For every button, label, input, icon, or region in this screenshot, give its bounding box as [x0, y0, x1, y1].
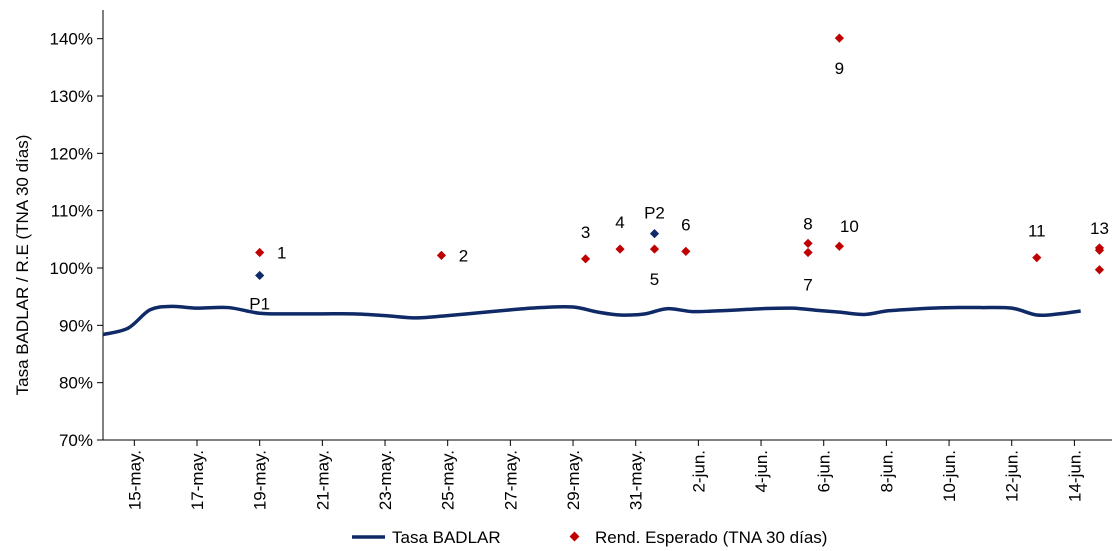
rend-point	[436, 250, 447, 260]
x-tick-label: 25-may.	[439, 450, 458, 510]
point-label: 10	[840, 217, 859, 236]
y-tick-label: 130%	[50, 87, 93, 106]
rend-point	[803, 247, 813, 258]
y-tick-label: 90%	[59, 316, 93, 335]
rend-point	[803, 238, 813, 248]
y-tick-label: 120%	[50, 144, 93, 163]
rend-point	[255, 247, 265, 258]
point-label: 11	[1028, 222, 1046, 241]
x-tick-label: 6-jun.	[815, 450, 834, 493]
line-tasa-badlar	[102, 304, 1081, 337]
point-label: 6	[681, 215, 690, 234]
x-tick-label: 23-may.	[376, 450, 395, 510]
rend-point	[834, 33, 844, 43]
y-axis-ticks: 70% 80% 90% 100% 110% 120% 130% 140%	[50, 30, 103, 450]
axes	[102, 10, 1112, 441]
rend-point	[580, 254, 591, 264]
point-label: 9	[835, 59, 844, 78]
rend-point	[615, 244, 625, 254]
series-rend-esperado	[255, 33, 1105, 275]
y-axis-label: Tasa BADLAR / R.E (TNA 30 días)	[13, 135, 32, 396]
x-tick-label: 27-may.	[501, 450, 520, 510]
x-tick-label: 29-may.	[564, 450, 583, 510]
point-label: 1	[277, 244, 286, 263]
legend-diamond-swatch	[569, 531, 580, 542]
y-tick-label: 70%	[59, 431, 93, 450]
rend-point	[1032, 253, 1042, 263]
rend-point	[681, 246, 691, 256]
legend: Tasa BADLAR Rend. Esperado (TNA 30 días)	[352, 528, 827, 547]
x-tick-label: 15-may.	[125, 450, 144, 510]
y-tick-label: 140%	[50, 30, 93, 49]
x-tick-label: 10-jun.	[940, 450, 959, 502]
point-label: 5	[650, 270, 659, 289]
p-point	[255, 270, 265, 281]
rend-point	[1094, 265, 1105, 275]
x-tick-label: 31-may.	[627, 450, 646, 510]
x-tick-label: 14-jun.	[1065, 450, 1084, 502]
rend-point	[649, 244, 660, 254]
p-point	[649, 229, 660, 239]
point-label: 4	[615, 213, 624, 232]
x-tick-label: 4-jun.	[752, 450, 771, 493]
point-label: 8	[803, 214, 812, 233]
point-label: 2	[459, 246, 468, 265]
x-tick-label: 8-jun.	[877, 450, 896, 493]
series-p-points	[255, 229, 660, 281]
y-tick-label: 80%	[59, 374, 93, 393]
point-label: P1	[249, 294, 270, 313]
point-label: P2	[644, 204, 665, 223]
y-tick-label: 110%	[51, 202, 93, 221]
legend-label-rend: Rend. Esperado (TNA 30 días)	[595, 528, 827, 547]
y-tick-label: 100%	[50, 259, 93, 278]
legend-label-badlar: Tasa BADLAR	[392, 528, 501, 547]
series-tasa-badlar	[102, 304, 1081, 337]
point-label: 3	[581, 223, 590, 242]
x-tick-label: 17-may.	[188, 450, 207, 510]
x-tick-label: 12-jun.	[1003, 450, 1022, 502]
x-tick-label: 19-may.	[251, 450, 270, 510]
x-tick-label: 2-jun.	[689, 450, 708, 493]
x-tick-label: 21-may.	[313, 450, 332, 510]
rend-point	[834, 241, 844, 251]
rend-point	[1094, 245, 1105, 255]
x-axis-ticks: 15-may. 17-may. 19-may. 21-may. 23-may. 25-ma…	[125, 440, 1084, 510]
point-labels: 1234568710911131214P1P2	[249, 59, 1109, 313]
point-label: 7	[803, 276, 812, 295]
point-label: 13	[1090, 219, 1109, 238]
